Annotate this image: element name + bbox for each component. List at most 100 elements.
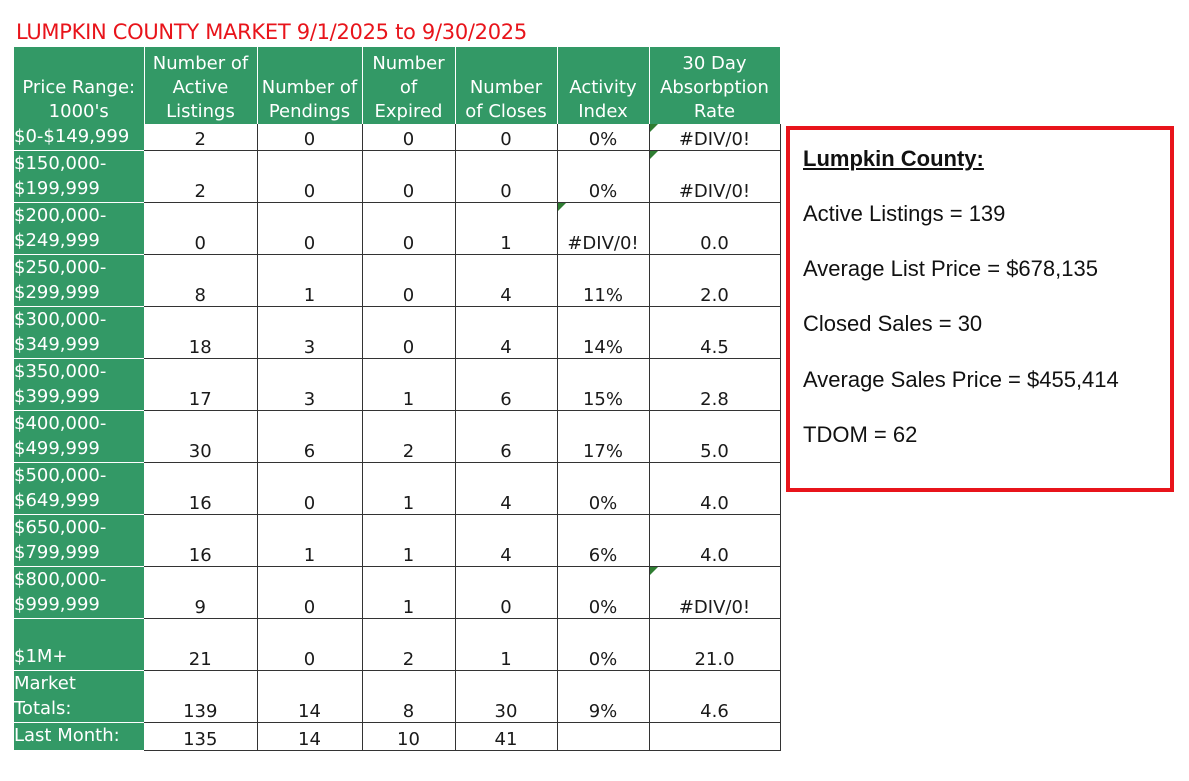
price-range-cell: $650,000- $799,999 (14, 514, 144, 567)
absorption-cell: #DIV/0! (649, 150, 781, 203)
activity-cell: 9% (557, 670, 650, 723)
market-table: Price Range: 1000's Number of Active Listin… (14, 47, 781, 751)
activity-cell: 17% (557, 410, 650, 463)
pendings-cell: 14 (257, 670, 363, 723)
cell-note-marker (649, 566, 658, 575)
closes-cell: 1 (455, 618, 558, 671)
table-row: $500,000- $649,999 16 0 1 4 0% 4.0 (14, 462, 781, 515)
absorption-cell: 5.0 (649, 410, 781, 463)
pendings-cell: 3 (257, 306, 363, 359)
closes-cell: 0 (455, 566, 558, 619)
active-cell: 9 (144, 566, 258, 619)
table-row: $0-$149,999 2 0 0 0 0% #DIV/0! (14, 124, 781, 151)
absorption-cell: #DIV/0! (649, 124, 781, 151)
expired-cell: 1 (362, 514, 456, 567)
expired-cell: 1 (362, 462, 456, 515)
pendings-cell: 6 (257, 410, 363, 463)
price-range-cell: $500,000- $649,999 (14, 462, 144, 515)
absorption-cell: 4.5 (649, 306, 781, 359)
price-range-cell: $1M+ (14, 618, 144, 671)
table-row: Market Totals: 139 14 8 30 9% 4.6 (14, 670, 781, 723)
pendings-cell: 0 (257, 618, 363, 671)
table-row: $350,000- $399,999 17 3 1 6 15% 2.8 (14, 358, 781, 411)
active-cell: 21 (144, 618, 258, 671)
pendings-cell: 0 (257, 462, 363, 515)
closes-cell: 4 (455, 514, 558, 567)
active-cell: 18 (144, 306, 258, 359)
active-cell: 139 (144, 670, 258, 723)
absorption-cell: 21.0 (649, 618, 781, 671)
expired-cell: 2 (362, 410, 456, 463)
pendings-cell: 1 (257, 254, 363, 307)
absorption-cell: 2.8 (649, 358, 781, 411)
activity-cell: 0% (557, 618, 650, 671)
absorption-cell: 4.0 (649, 514, 781, 567)
activity-cell: 0% (557, 566, 650, 619)
active-cell: 2 (144, 150, 258, 203)
closes-cell: 6 (455, 410, 558, 463)
closes-cell: 30 (455, 670, 558, 723)
price-range-cell: $300,000- $349,999 (14, 306, 144, 359)
expired-cell: 8 (362, 670, 456, 723)
activity-cell: 15% (557, 358, 650, 411)
header-activity-index: Activity Index (557, 47, 650, 124)
summary-tdom: TDOM = 62 (803, 422, 918, 447)
price-range-cell: $800,000- $999,999 (14, 566, 144, 619)
closes-cell: 6 (455, 358, 558, 411)
expired-cell: 0 (362, 150, 456, 203)
pendings-cell: 1 (257, 514, 363, 567)
absorption-cell (649, 722, 781, 751)
expired-cell: 0 (362, 306, 456, 359)
table-row: $300,000- $349,999 18 3 0 4 14% 4.5 (14, 306, 781, 359)
header-pendings: Number of Pendings (257, 47, 363, 124)
absorption-cell: 0.0 (649, 202, 781, 255)
cell-note-marker (649, 124, 658, 132)
header-active-listings: Number of Active Listings (144, 47, 258, 124)
price-range-cell: $150,000- $199,999 (14, 150, 144, 203)
table-row: $200,000- $249,999 0 0 0 1 #DIV/0! 0.0 (14, 202, 781, 255)
closes-cell: 4 (455, 462, 558, 515)
summary-box: Lumpkin County: Active Listings = 139 Av… (786, 126, 1174, 492)
activity-cell: 14% (557, 306, 650, 359)
active-cell: 135 (144, 722, 258, 751)
summary-average-list-price: Average List Price = $678,135 (803, 256, 1098, 281)
price-range-cell: Last Month: (14, 722, 144, 751)
expired-cell: 0 (362, 202, 456, 255)
summary-closed-sales: Closed Sales = 30 (803, 311, 983, 336)
expired-cell: 0 (362, 254, 456, 307)
pendings-cell: 3 (257, 358, 363, 411)
table-row: $800,000- $999,999 9 0 1 0 0% #DIV/0! (14, 566, 781, 619)
activity-cell: #DIV/0! (557, 202, 650, 255)
header-expired: Number of Expired (362, 47, 456, 124)
absorption-cell: 4.6 (649, 670, 781, 723)
closes-cell: 4 (455, 306, 558, 359)
active-cell: 16 (144, 462, 258, 515)
header-absorption-rate: 30 Day Absorbption Rate (649, 47, 781, 124)
active-cell: 17 (144, 358, 258, 411)
table-row: $400,000- $499,999 30 6 2 6 17% 5.0 (14, 410, 781, 463)
pendings-cell: 14 (257, 722, 363, 751)
closes-cell: 41 (455, 722, 558, 751)
table-row: $150,000- $199,999 2 0 0 0 0% #DIV/0! (14, 150, 781, 203)
price-range-cell: $350,000- $399,999 (14, 358, 144, 411)
pendings-cell: 0 (257, 202, 363, 255)
activity-cell: 0% (557, 462, 650, 515)
active-cell: 0 (144, 202, 258, 255)
absorption-cell: 2.0 (649, 254, 781, 307)
pendings-cell: 0 (257, 150, 363, 203)
summary-average-sales-price: Average Sales Price = $455,414 (803, 367, 1119, 392)
header-price-range: Price Range: 1000's (14, 47, 145, 124)
cell-note-marker (649, 150, 658, 159)
closes-cell: 1 (455, 202, 558, 255)
cell-note-marker (557, 202, 566, 211)
expired-cell: 10 (362, 722, 456, 751)
pendings-cell: 0 (257, 124, 363, 151)
table-row: $650,000- $799,999 16 1 1 4 6% 4.0 (14, 514, 781, 567)
activity-cell: 0% (557, 150, 650, 203)
report-title: LUMPKIN COUNTY MARKET 9/1/2025 to 9/30/2… (16, 20, 527, 44)
activity-cell: 6% (557, 514, 650, 567)
price-range-cell: $200,000- $249,999 (14, 202, 144, 255)
active-cell: 8 (144, 254, 258, 307)
table-row: $250,000- $299,999 8 1 0 4 11% 2.0 (14, 254, 781, 307)
expired-cell: 0 (362, 124, 456, 151)
